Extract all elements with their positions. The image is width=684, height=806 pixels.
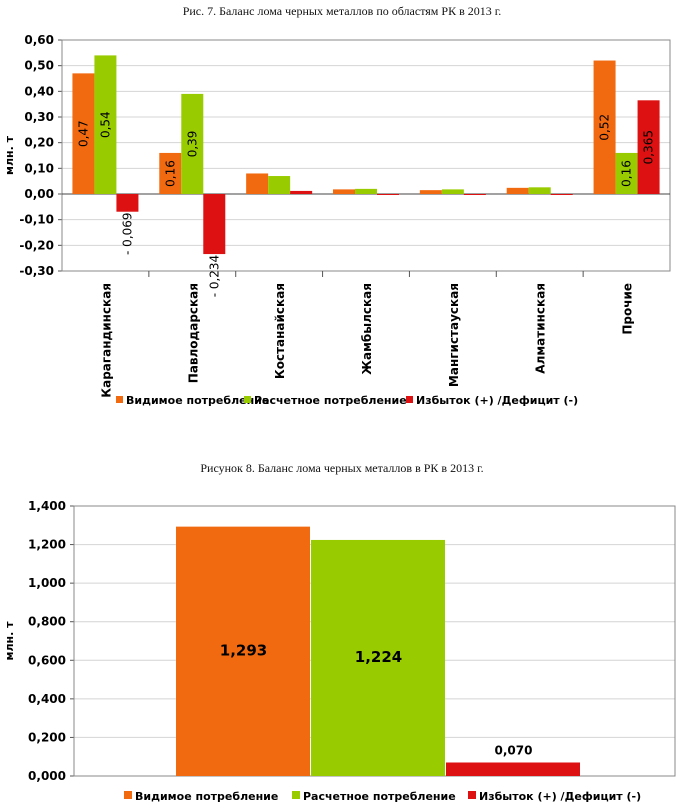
data-label: 1,224 [355, 648, 402, 666]
data-label: 0,39 [185, 131, 199, 158]
y-tick-label: 0,000 [28, 769, 66, 783]
data-label: 0,52 [598, 114, 612, 141]
y-tick-label: 0,50 [24, 59, 54, 73]
bar [181, 93, 204, 194]
bar [528, 187, 551, 194]
y-tick-label: 1,000 [28, 576, 66, 590]
category-label: Алматинская [534, 283, 548, 374]
data-label: 0,47 [76, 120, 90, 147]
bar [355, 188, 377, 194]
legend-swatch [244, 396, 251, 403]
category-label: Костанайская [273, 283, 287, 379]
legend-swatch [292, 791, 300, 799]
y-tick-label: 0,30 [24, 110, 54, 124]
y-tick-label: 0,200 [28, 730, 66, 744]
bar [203, 194, 226, 255]
legend-entry: Видимое потребление [135, 790, 278, 802]
bar [159, 152, 182, 194]
bar [615, 152, 638, 194]
bar [268, 176, 291, 194]
bar [446, 762, 580, 776]
data-label: 0,16 [620, 160, 634, 187]
legend-swatch [406, 396, 413, 403]
y-tick-label: 1,200 [28, 538, 66, 552]
plot-frame [61, 39, 671, 272]
y-tick-label: 0,10 [24, 161, 54, 175]
bar [419, 190, 442, 194]
legend-entry: Расчетное потребление [254, 394, 407, 407]
y-tick-label: 0,00 [24, 187, 54, 201]
y-tick-label: -0,10 [19, 213, 54, 227]
figure-8-caption: Рисунок 8. Баланс лома черных металлов в… [200, 461, 484, 475]
bar [637, 100, 660, 194]
data-label: 0,16 [163, 160, 177, 187]
bar [72, 73, 95, 194]
legend-entry: Расчетное потребление [303, 790, 456, 802]
bar [246, 173, 269, 194]
y-tick-label: 1,400 [28, 499, 66, 513]
category-label: Павлодарская [186, 283, 200, 383]
bar [311, 539, 445, 776]
legend-entry: Избыток (+) /Дефицит (-) [479, 790, 641, 802]
data-label: 0,070 [495, 744, 533, 758]
legend-entry: Избыток (+) /Дефицит (-) [416, 394, 578, 407]
y-axis-label: млн. т [3, 135, 16, 175]
bar [441, 189, 464, 194]
y-tick-label: 0,20 [24, 136, 54, 150]
legend-swatch [124, 791, 132, 799]
regional-balance-chart: -0,30 -0,20 -0,10 0,00 0,10 0,20 0,30 0,40 0,50 0… [3, 33, 671, 407]
y-tick-label: 0,400 [28, 692, 66, 706]
bar [377, 194, 399, 195]
bar [94, 55, 117, 195]
data-label: 0,365 [642, 130, 656, 164]
y-tick-label: -0,30 [19, 264, 54, 278]
figure-7-caption: Рис. 7. Баланс лома черных металлов по о… [182, 4, 502, 18]
bar [116, 194, 139, 212]
y-tick-label: 0,40 [24, 84, 54, 98]
data-label: 1,293 [220, 641, 267, 659]
legend-swatch [116, 396, 123, 403]
data-label: - 0,069 [120, 212, 134, 255]
y-axis-label: млн. т [3, 621, 16, 661]
data-label: 0,54 [98, 111, 112, 138]
bar [176, 526, 310, 776]
category-label: Мангистауская [447, 283, 461, 387]
category-label: Прочие [621, 283, 635, 335]
bar [333, 189, 355, 194]
y-tick-label: 0,800 [28, 615, 66, 629]
y-tick-label: 0,600 [28, 653, 66, 667]
category-label: Жамбылская [360, 283, 374, 375]
category-label: Карагандинская [99, 283, 113, 398]
bar [290, 190, 313, 194]
data-label: - 0,234 [207, 255, 221, 298]
legend-swatch [468, 791, 476, 799]
bar [506, 187, 529, 194]
bar [550, 194, 573, 195]
y-tick-label: 0,60 [24, 33, 54, 47]
bar [593, 60, 616, 195]
legend-entry: Видимое потребление [126, 394, 269, 407]
bar [463, 194, 486, 195]
y-tick-label: -0,20 [19, 238, 54, 252]
national-balance-chart: 0,000 0,200 0,400 0,600 0,800 1,000 1,200 1,400… [3, 499, 676, 802]
